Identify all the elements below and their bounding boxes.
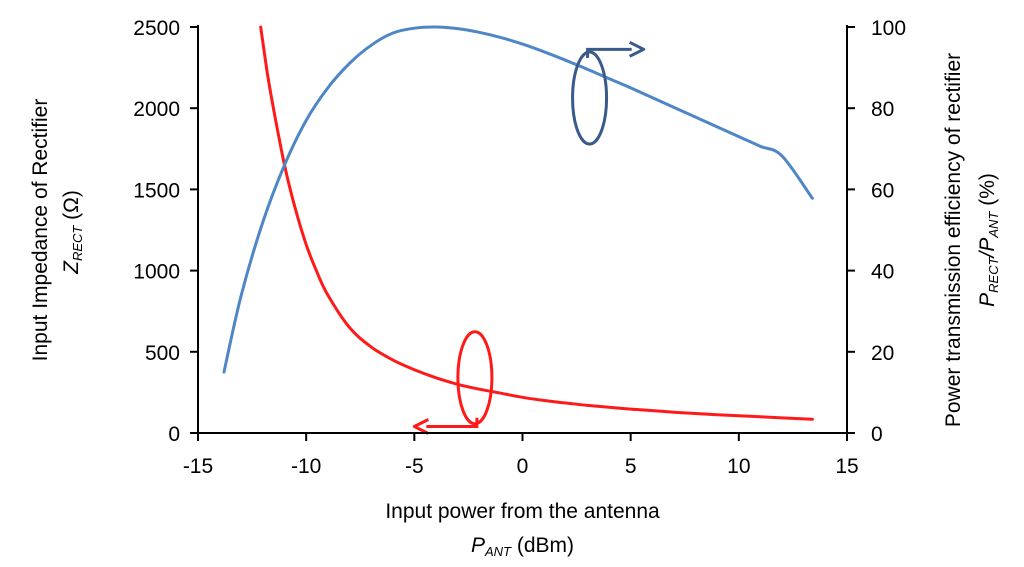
series-line-efficiency (222, 25, 814, 374)
x-tick-label: -15 (183, 455, 213, 478)
y-left-tick-label: 2500 (133, 17, 180, 40)
y-right-tick-label: 60 (871, 179, 894, 202)
x-tick-label: 5 (625, 455, 637, 478)
y-right-tick-label: 40 (871, 261, 894, 284)
y-right-tick-label: 20 (871, 342, 894, 365)
x-axis-symbol: PANT (dBm) (471, 534, 574, 559)
axes: -15 -10 -5 0 5 10 15 0 500 1000 1500 2000 2500 0 20 40 6… (133, 17, 906, 478)
series-group (222, 25, 814, 421)
annotation-arrow-head-right (628, 40, 646, 58)
y-right-tick-label: 100 (871, 17, 906, 40)
annotation-left (412, 330, 494, 435)
y-right-tick-label: 80 (871, 98, 894, 121)
y-axis-right-label: Power transmission efficiency of rectifi… (942, 53, 965, 427)
y-axis-left-label: Input Impedance of Rectifier (29, 99, 52, 362)
y-left-tick-label: 500 (145, 342, 180, 365)
x-tick-label: 0 (517, 455, 529, 478)
annotation-arrow-line-left (426, 417, 479, 429)
x-tick-label: -10 (291, 455, 321, 478)
annotation-right (571, 40, 646, 146)
x-tick-label: -5 (405, 455, 424, 478)
x-tick-label: 15 (835, 455, 858, 478)
y-axis-left-symbol: ZRECT (Ω) (60, 190, 85, 275)
series-line-impedance (259, 25, 814, 421)
annotation-arrow-head-left (412, 418, 430, 435)
y-left-tick-label: 2000 (133, 98, 180, 121)
plot-area (222, 25, 814, 435)
annotation-arrow-line-right (586, 47, 632, 59)
annotation-ellipse-left (456, 330, 494, 426)
y-left-tick-label: 1500 (133, 179, 180, 202)
annotation-ellipse-right (571, 50, 609, 146)
x-tick-label: 10 (727, 455, 750, 478)
y-axis-right-symbol: PRECT/PANT (%) (976, 173, 1001, 307)
y-right-tick-label: 0 (871, 423, 883, 446)
x-axis-label: Input power from the antenna (385, 500, 660, 523)
y-left-tick-label: 0 (168, 423, 180, 446)
y-left-tick-label: 1000 (133, 261, 180, 284)
axis-labels: Input power from the antenna PANT (dBm) In… (29, 53, 1001, 559)
